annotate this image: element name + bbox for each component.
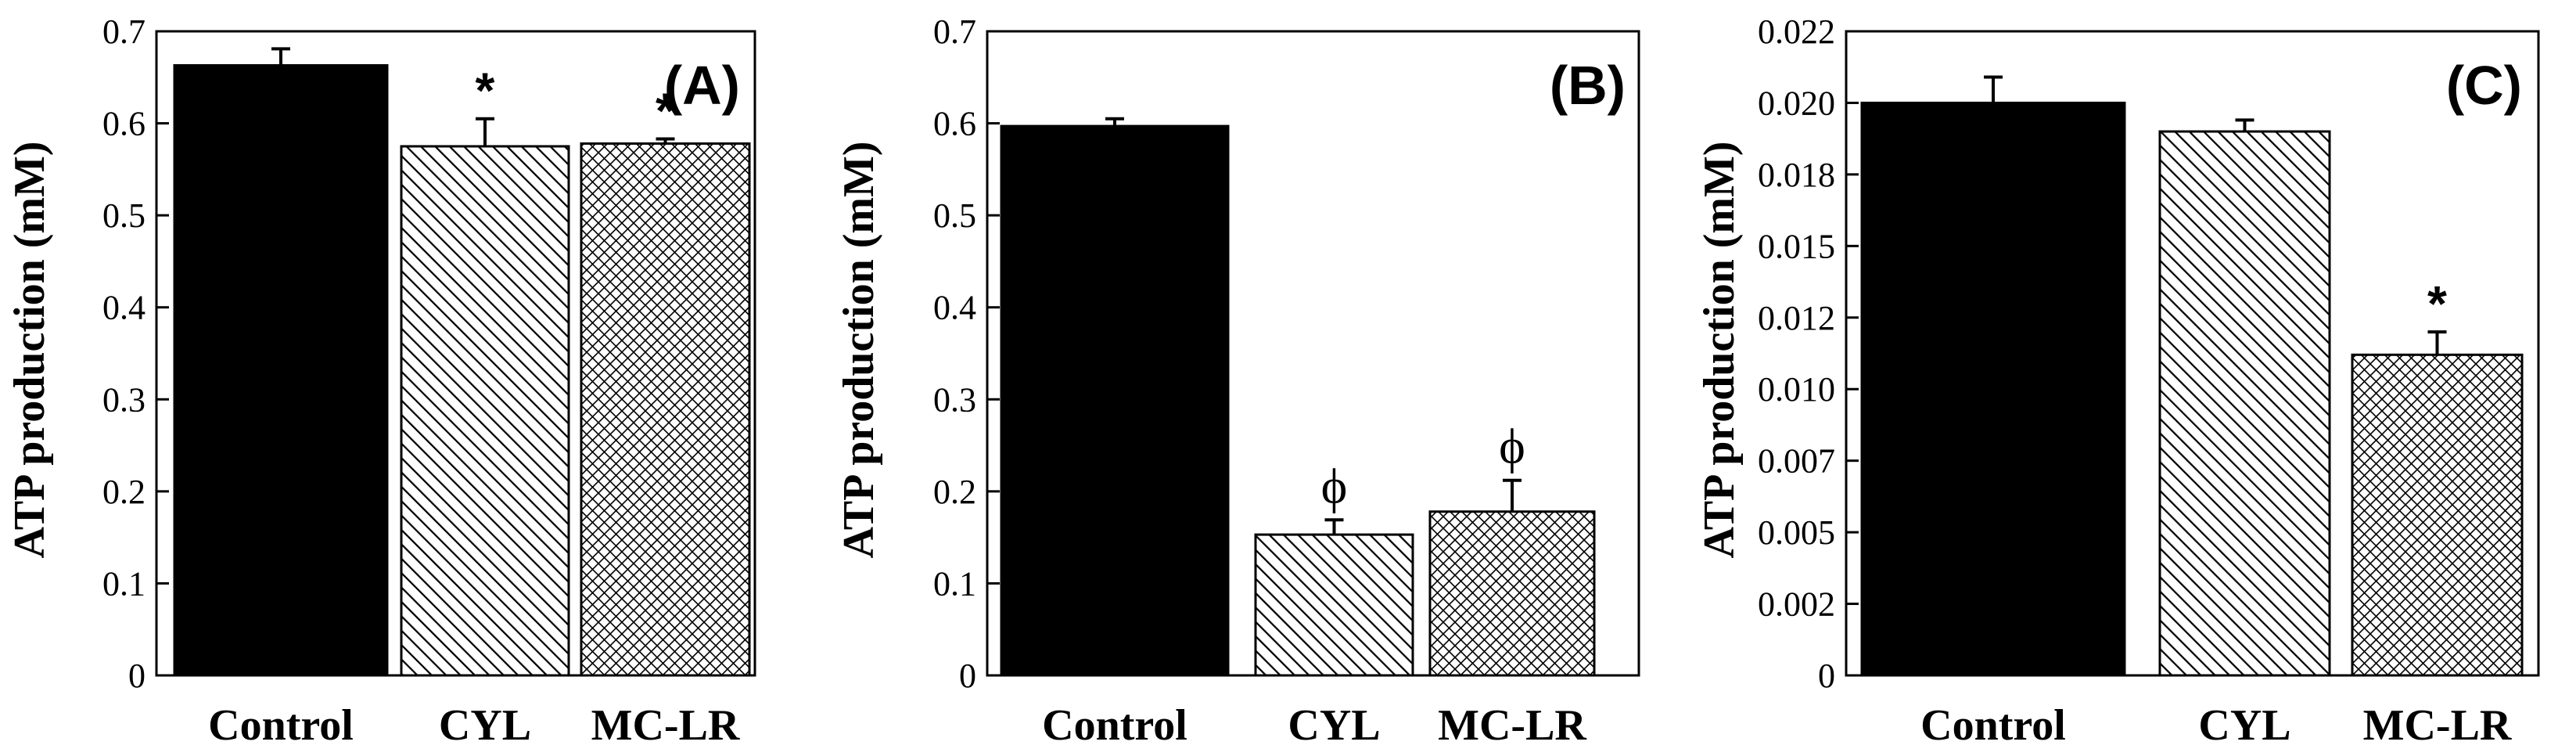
significance-star: * xyxy=(656,83,675,139)
y-tick-labels: 0 0.002 0.005 0.007 0.010 0.012 0.015 0.018 0.02… xyxy=(1758,13,1835,695)
y-tick-label: 0.3 xyxy=(933,380,976,419)
y-tick-label: 0 xyxy=(959,657,976,695)
y-tick-label: 0.1 xyxy=(933,564,976,603)
y-tick-label: 0.002 xyxy=(1758,585,1835,624)
y-tick-label: 0 xyxy=(1818,657,1835,695)
significance-annotations: * xyxy=(2427,275,2447,332)
y-tick-label: 0.5 xyxy=(102,196,146,235)
y-tick-label: 0.005 xyxy=(1758,513,1835,552)
y-tick-label: 0 xyxy=(128,657,146,695)
category-label: CYL xyxy=(439,701,531,750)
panel-c: ATP production (mM) 0 0.002 0.005 0.007 0.01… xyxy=(1695,13,2540,750)
bar-mc-lr xyxy=(2351,353,2524,677)
y-tick-label: 0.2 xyxy=(933,473,976,511)
category-label: Control xyxy=(1920,701,2066,750)
y-tick-label: 0.3 xyxy=(102,380,146,419)
panel-b: ATP production (mM) 00.10.20.30.40.50.60… xyxy=(835,13,1640,750)
panel-a: ATP production (mM) 00.10.20.30.40.50.60… xyxy=(5,13,756,750)
y-tick-label: 0.1 xyxy=(102,564,146,603)
y-tick-label: 0.2 xyxy=(102,473,146,511)
y-tick-label: 0.4 xyxy=(102,289,146,327)
bar-control xyxy=(1000,124,1230,677)
bar-control xyxy=(173,64,389,677)
error-bars xyxy=(1105,117,1522,535)
category-label: MC-LR xyxy=(1438,701,1586,750)
category-label: CYL xyxy=(2198,701,2290,750)
y-tick-label: 0.7 xyxy=(102,13,146,51)
y-tick-labels: 0 0.1 0.2 0.3 0.4 0.5 0.6 0.7 xyxy=(933,13,976,695)
category-label: Control xyxy=(1042,701,1187,750)
bar-mc-lr xyxy=(1428,510,1596,677)
y-tick-label: 0.012 xyxy=(1758,299,1835,337)
bars xyxy=(173,64,751,677)
y-ticks xyxy=(1846,30,1859,677)
y-axis-label: ATP production (mM) xyxy=(835,141,883,558)
y-tick-label: 0.018 xyxy=(1758,156,1835,194)
significance-star: * xyxy=(476,63,495,119)
y-axis-label: ATP production (mM) xyxy=(1695,141,1744,558)
bar-mc-lr xyxy=(580,142,751,677)
y-ticks xyxy=(156,30,169,677)
bar-cyl xyxy=(1254,533,1414,677)
y-tick-label: 0.015 xyxy=(1758,227,1835,265)
category-label: MC-LR xyxy=(2363,701,2512,750)
category-label: Control xyxy=(208,701,354,750)
category-label: CYL xyxy=(1288,701,1380,750)
plot-frame xyxy=(155,30,756,677)
y-tick-label: 0.5 xyxy=(933,196,976,235)
y-tick-label: 0.7 xyxy=(933,13,976,51)
y-tick-label: 0.010 xyxy=(1758,370,1835,409)
error-bars xyxy=(271,47,675,146)
plot-frame xyxy=(986,30,1640,677)
category-labels: Control CYL MC-LR xyxy=(1042,701,1586,750)
significance-phi: ϕ xyxy=(1499,419,1525,474)
bars xyxy=(1860,101,2524,677)
significance-phi: ϕ xyxy=(1321,458,1348,513)
error-bars xyxy=(1984,75,2447,355)
panel-label: (B) xyxy=(1550,55,1626,116)
bar-cyl xyxy=(2158,130,2331,677)
y-ticks xyxy=(987,30,1000,677)
y-tick-label: 0.022 xyxy=(1758,13,1835,51)
category-labels: Control CYL MC-LR xyxy=(1920,701,2512,750)
y-tick-label: 0.6 xyxy=(933,105,976,143)
bars xyxy=(1000,124,1596,677)
y-tick-label: 0.4 xyxy=(933,289,976,327)
bar-cyl xyxy=(400,145,570,677)
significance-star: * xyxy=(2427,275,2447,332)
significance-annotations: * * xyxy=(476,63,676,139)
category-labels: Control CYL MC-LR xyxy=(208,701,740,750)
y-tick-labels: 0 0.1 0.2 0.3 0.4 0.5 0.6 0.7 xyxy=(102,13,146,695)
plot-frame xyxy=(1845,30,2540,677)
y-axis-label: ATP production (mM) xyxy=(5,141,54,558)
bar-control xyxy=(1860,101,2126,677)
y-tick-label: 0.6 xyxy=(102,105,146,143)
y-tick-label: 0.007 xyxy=(1758,442,1835,481)
panel-label: (C) xyxy=(2446,55,2522,116)
y-tick-label: 0.020 xyxy=(1758,84,1835,122)
significance-annotations: ϕϕ xyxy=(1321,419,1525,514)
category-label: MC-LR xyxy=(591,701,740,750)
panel-label: (A) xyxy=(664,55,740,116)
